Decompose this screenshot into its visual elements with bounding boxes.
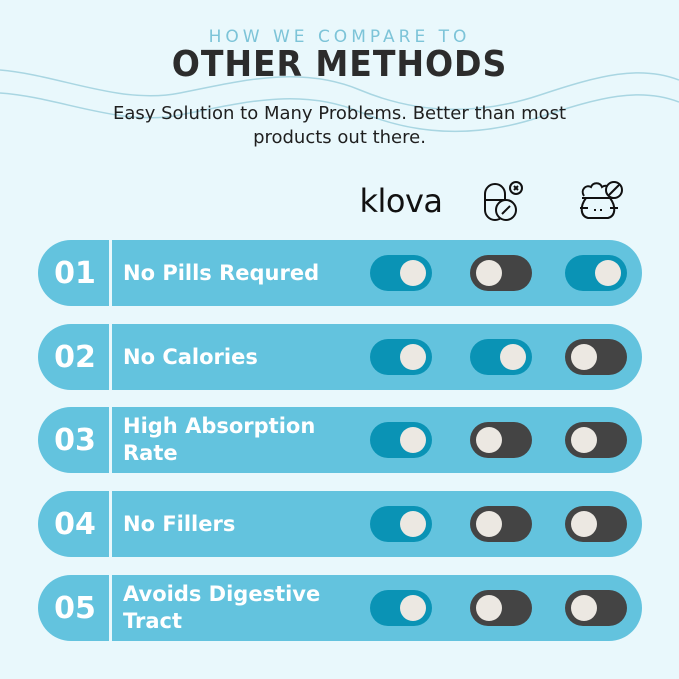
toggle-switch[interactable] <box>370 255 432 291</box>
food-bag-no-icon <box>574 177 628 225</box>
toggle-knob <box>571 344 597 370</box>
page-title: OTHER METHODS <box>171 44 508 85</box>
toggle-knob <box>476 511 502 537</box>
subtitle: Easy Solution to Many Problems. Better t… <box>112 103 567 148</box>
toggle-knob <box>476 595 502 621</box>
decorative-waves <box>0 69 679 133</box>
toggle-switch[interactable] <box>370 590 432 626</box>
row-number: 02 <box>54 339 96 375</box>
comparison-row: 03 High Absorption Rate <box>38 407 642 473</box>
klova-logo: klova <box>359 182 443 220</box>
divider <box>109 575 112 641</box>
comparison-row: 01 No Pills Requred <box>38 240 642 306</box>
row-label: No Calories <box>123 344 258 369</box>
pills-crossed-icon <box>478 177 526 225</box>
toggle-knob <box>476 260 502 286</box>
comparison-row: 05 Avoids Digestive Tract <box>38 575 642 641</box>
toggle-knob <box>400 511 426 537</box>
toggle-switch[interactable] <box>370 339 432 375</box>
toggle-knob <box>571 595 597 621</box>
toggle-switch[interactable] <box>470 255 532 291</box>
toggle-switch[interactable] <box>565 255 627 291</box>
toggle-switch[interactable] <box>565 506 627 542</box>
toggle-knob <box>571 427 597 453</box>
kicker-text: HOW WE COMPARE TO <box>208 27 471 47</box>
toggle-knob <box>571 511 597 537</box>
toggle-switch[interactable] <box>470 590 532 626</box>
divider <box>109 407 112 473</box>
comparison-row: 02 No Calories <box>38 324 642 390</box>
toggle-switch[interactable] <box>565 339 627 375</box>
toggle-knob <box>400 595 426 621</box>
divider <box>109 240 112 306</box>
divider <box>109 324 112 390</box>
toggle-switch[interactable] <box>470 422 532 458</box>
toggle-knob <box>595 260 621 286</box>
toggle-switch[interactable] <box>565 590 627 626</box>
toggle-knob <box>500 344 526 370</box>
toggle-switch[interactable] <box>470 339 532 375</box>
row-number: 03 <box>54 422 96 458</box>
row-label: Avoids Digestive Tract <box>123 582 321 633</box>
toggle-knob <box>400 344 426 370</box>
divider <box>109 491 112 557</box>
toggle-knob <box>400 260 426 286</box>
toggle-switch[interactable] <box>370 422 432 458</box>
row-label: No Fillers <box>123 511 236 536</box>
toggle-knob <box>400 427 426 453</box>
row-number: 01 <box>54 255 96 291</box>
row-number: 05 <box>54 590 96 626</box>
row-label: No Pills Requred <box>123 260 320 285</box>
row-label: High Absorption Rate <box>123 414 316 465</box>
toggle-switch[interactable] <box>565 422 627 458</box>
toggle-switch[interactable] <box>370 506 432 542</box>
comparison-row: 04 No Fillers <box>38 491 642 557</box>
toggle-knob <box>476 427 502 453</box>
row-number: 04 <box>54 506 96 542</box>
toggle-switch[interactable] <box>470 506 532 542</box>
